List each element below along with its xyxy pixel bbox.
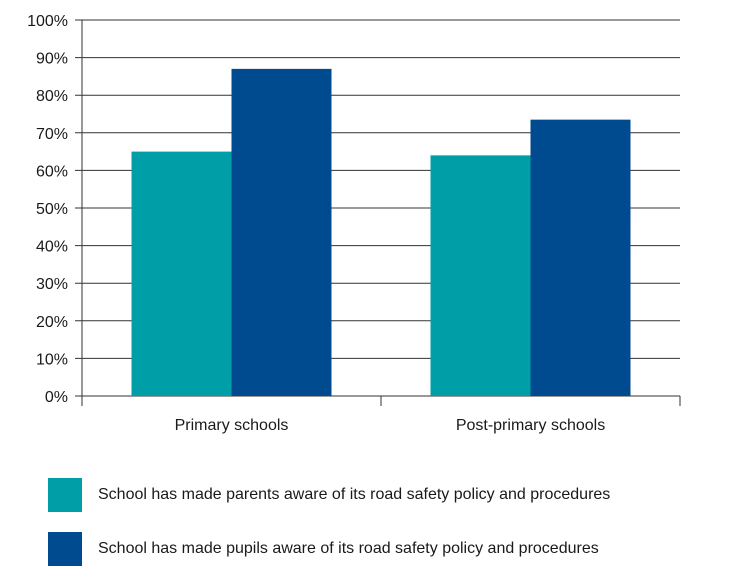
y-tick-label-90: 90% [36,51,68,68]
y-tick-label-70: 70% [36,126,68,143]
bar-1-1 [530,119,631,396]
legend-swatch-pupils [48,532,82,566]
legend-label-parents: School has made parents aware of its roa… [98,486,611,503]
bar-0-0 [131,151,232,396]
legend-label-pupils: School has made pupils aware of its road… [98,540,599,557]
y-tick-label-0: 0% [45,389,68,406]
bar-1-0 [430,155,531,396]
y-tick-label-80: 80% [36,88,68,105]
y-tick-label-20: 20% [36,314,68,331]
bar-chart: 0% 10% 20% 30% 40% 50% 60% 70% 80% 90% 100% Primary… [27,13,681,434]
legend-item-parents: School has made parents aware of its roa… [48,478,610,512]
bar-0-1 [231,68,332,396]
legend: School has made parents aware of its roa… [48,478,610,586]
y-tick-label-60: 60% [36,163,68,180]
y-tick-label-40: 40% [36,239,68,256]
y-tick-label-100: 100% [27,13,68,30]
legend-item-pupils: School has made pupils aware of its road… [48,532,610,566]
y-tick-label-50: 50% [36,201,68,218]
y-tick-label-10: 10% [36,351,68,368]
x-category-label-1: Post-primary schools [456,417,605,434]
legend-swatch-parents [48,478,82,512]
x-category-label-0: Primary schools [175,417,289,434]
y-tick-label-30: 30% [36,276,68,293]
